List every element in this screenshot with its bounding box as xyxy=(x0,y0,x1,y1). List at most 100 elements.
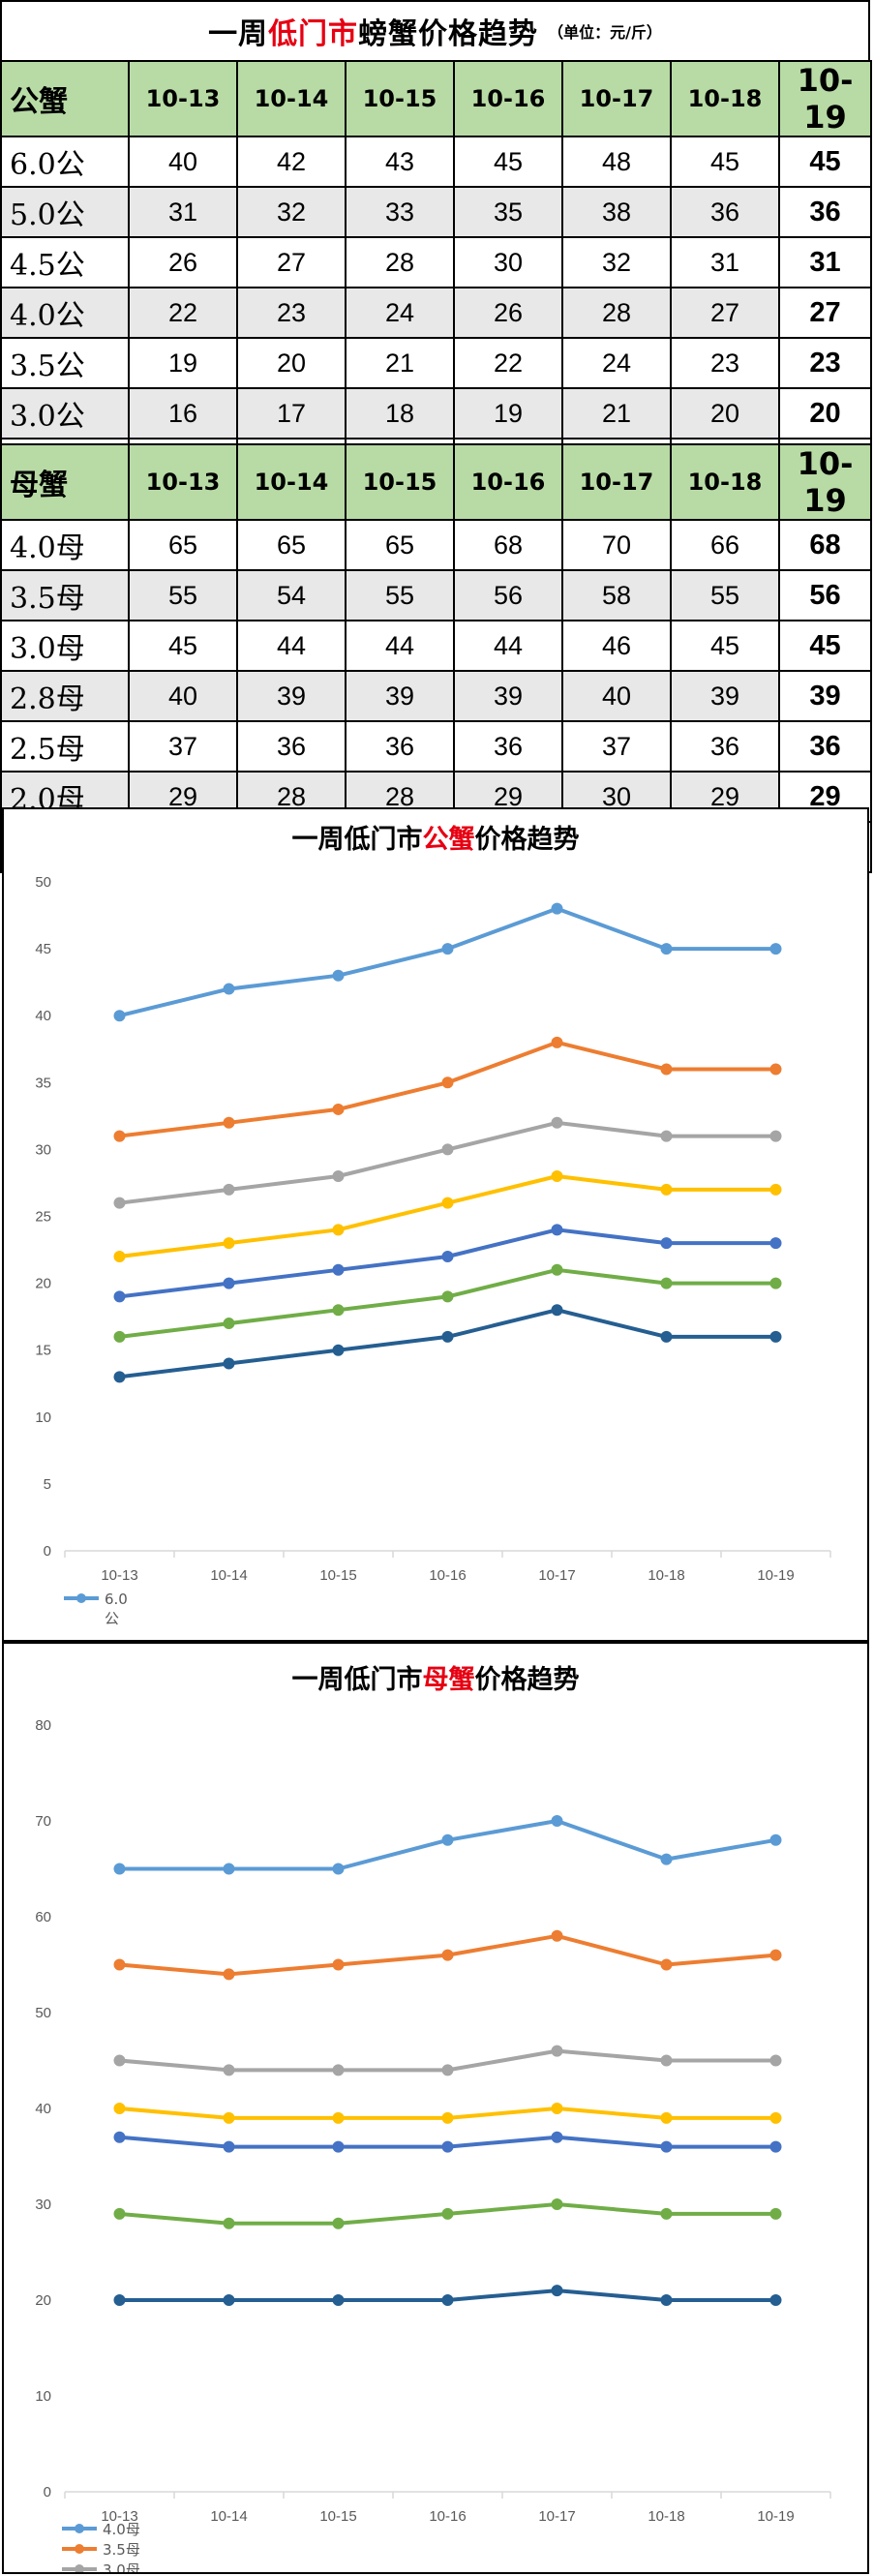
male-data-point xyxy=(769,1277,782,1289)
male-row-label: 3.5公 xyxy=(0,337,130,389)
male-price-cell: 20 xyxy=(670,387,780,439)
female-data-point xyxy=(223,2111,235,2124)
male-price-cell: 48 xyxy=(561,136,672,188)
female-row-label: 3.0母 xyxy=(0,620,130,672)
male-data-point xyxy=(769,1063,782,1076)
female-data-point xyxy=(769,2054,782,2067)
male-price-cell: 45 xyxy=(778,136,872,188)
male-price-cell: 21 xyxy=(345,337,455,389)
female-data-point xyxy=(332,2111,345,2124)
male-series-line xyxy=(117,1040,778,1138)
male-price-cell: 30 xyxy=(453,236,563,288)
male-price-cell: 31 xyxy=(670,236,780,288)
female-row-label: 4.0母 xyxy=(0,519,130,571)
female-header-label: 母蟹 xyxy=(0,443,130,521)
female-data-point xyxy=(223,2217,235,2229)
male-y-tick-label: 40 xyxy=(35,1008,51,1024)
male-price-cell: 23 xyxy=(236,287,347,339)
female-price-cell: 55 xyxy=(128,569,238,621)
male-table-row: 6.0公 40 42 43 45 48 45 45 xyxy=(0,136,872,188)
female-data-point xyxy=(660,2294,673,2306)
female-price-cell: 46 xyxy=(561,620,672,672)
female-price-cell: 39 xyxy=(453,670,563,722)
female-chart-title-post: 价格趋势 xyxy=(475,1665,580,1695)
male-data-point xyxy=(223,1116,235,1129)
male-data-point xyxy=(113,1290,126,1303)
female-y-tick-label: 70 xyxy=(35,1813,51,1830)
male-price-cell: 18 xyxy=(345,387,455,439)
female-crab-chart: 一周低门市母蟹价格趋势 0 10 20 30 40 50 60 70 80 10-13 10-14 10… xyxy=(2,1642,869,2574)
female-column-header: 10-16 xyxy=(453,443,563,521)
female-data-point xyxy=(660,2140,673,2153)
male-price-cell: 28 xyxy=(561,287,672,339)
male-data-point xyxy=(769,1237,782,1250)
male-series-line xyxy=(117,1267,778,1339)
female-data-point xyxy=(332,2294,345,2306)
male-price-cell: 35 xyxy=(453,186,563,238)
female-price-cell: 40 xyxy=(128,670,238,722)
male-data-point xyxy=(332,1103,345,1115)
male-price-cell: 21 xyxy=(561,387,672,439)
female-crab-price-table: 母蟹 10-13 10-14 10-15 10-16 10-17 10-18 10-19 4.0… xyxy=(0,443,872,873)
female-table-row: 3.5母 55 54 55 56 58 55 56 xyxy=(0,569,872,621)
male-price-cell: 38 xyxy=(561,186,672,238)
male-price-cell: 33 xyxy=(345,186,455,238)
female-x-tick-label: 10-19 xyxy=(757,2508,794,2525)
male-row-label: 5.0公 xyxy=(0,186,130,238)
male-row-label: 3.0公 xyxy=(0,387,130,439)
male-header-label: 公蟹 xyxy=(0,60,130,137)
female-legend-label: 4.0母 xyxy=(103,2521,140,2538)
female-data-point xyxy=(769,2207,782,2220)
female-x-tick-label: 10-18 xyxy=(648,2508,684,2525)
female-price-cell: 56 xyxy=(778,569,872,621)
male-data-point xyxy=(660,1063,673,1076)
male-data-point xyxy=(441,1330,454,1343)
male-price-cell: 19 xyxy=(453,387,563,439)
female-row-label: 2.8母 xyxy=(0,670,130,722)
female-chart-title-red: 母蟹 xyxy=(423,1665,475,1695)
female-data-point xyxy=(223,1968,235,1981)
male-price-cell: 36 xyxy=(670,186,780,238)
male-data-point xyxy=(551,1224,563,1236)
male-column-header: 10-18 xyxy=(670,60,780,137)
male-crab-price-table: 公蟹 10-13 10-14 10-15 10-16 10-17 10-18 10-19 6.0… xyxy=(0,60,872,490)
male-data-point xyxy=(332,1344,345,1356)
male-data-point xyxy=(223,983,235,995)
female-table-row: 3.0母 45 44 44 44 46 45 45 xyxy=(0,620,872,672)
male-crab-chart: 一周低门市公蟹价格趋势 0 5 10 15 20 25 30 35 40 45 50 10-13 10-1… xyxy=(2,807,869,1642)
female-table-row: 4.0母 65 65 65 68 70 66 68 xyxy=(0,519,872,571)
male-chart-title-pre: 一周低门市 xyxy=(292,824,423,855)
male-y-tick-label: 50 xyxy=(35,874,51,891)
male-chart-title-red: 公蟹 xyxy=(423,825,475,855)
female-data-point xyxy=(769,1949,782,1961)
male-data-point xyxy=(660,1183,673,1196)
male-price-cell: 45 xyxy=(453,136,563,188)
male-y-tick-label: 35 xyxy=(35,1075,51,1091)
male-data-point xyxy=(113,1250,126,1262)
male-series-line xyxy=(117,1227,778,1299)
male-data-point xyxy=(223,1318,235,1330)
female-price-cell: 58 xyxy=(561,569,672,621)
female-data-point xyxy=(332,2217,345,2229)
female-data-point xyxy=(113,2103,126,2114)
female-data-point xyxy=(551,2103,563,2114)
male-data-point xyxy=(113,1371,126,1383)
male-y-tick-label: 25 xyxy=(35,1209,51,1226)
female-price-cell: 65 xyxy=(128,519,238,571)
female-price-cell: 36 xyxy=(778,720,872,773)
male-chart-title: 一周低门市公蟹价格趋势 xyxy=(292,824,580,855)
female-price-cell: 36 xyxy=(345,720,455,773)
female-price-cell: 65 xyxy=(236,519,347,571)
male-data-point xyxy=(551,1116,563,1129)
female-chart-title-pre: 一周低门市 xyxy=(292,1664,423,1695)
female-column-header: 10-15 xyxy=(345,443,455,521)
female-y-tick-label: 0 xyxy=(44,2484,51,2500)
female-legend-swatch-marker xyxy=(75,2524,84,2533)
male-data-point xyxy=(769,1183,782,1196)
page-title: 一周低门市螃蟹价格趋势 xyxy=(208,17,539,51)
female-data-point xyxy=(113,2294,126,2306)
female-data-point xyxy=(441,1949,454,1961)
female-column-header: 10-14 xyxy=(236,443,347,521)
male-price-cell: 43 xyxy=(345,136,455,188)
female-data-point xyxy=(223,2294,235,2306)
